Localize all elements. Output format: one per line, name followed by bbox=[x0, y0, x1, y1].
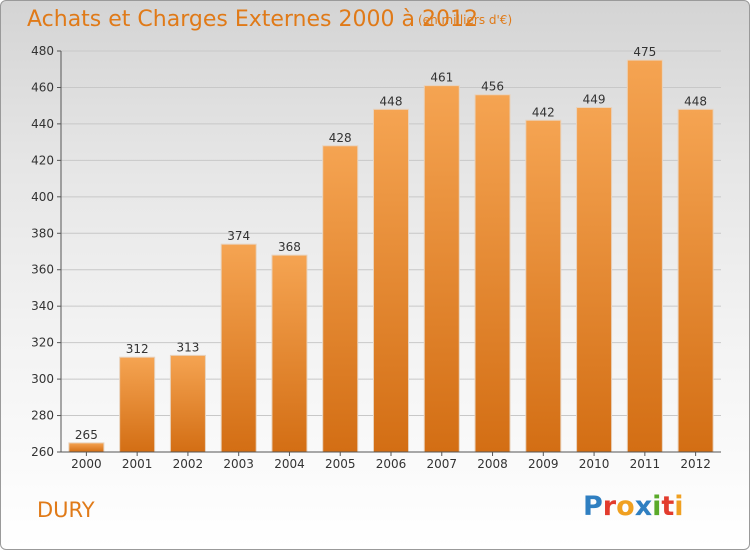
bar-value-label: 449 bbox=[583, 93, 606, 107]
x-tick-label: 2004 bbox=[274, 457, 305, 471]
y-tick-label: 340 bbox=[31, 299, 54, 313]
logo-letter: x bbox=[634, 491, 653, 522]
x-tick-label: 2009 bbox=[528, 457, 559, 471]
bar-value-label: 448 bbox=[684, 94, 707, 108]
chart-subtitle: (en milliers d'€) bbox=[418, 13, 513, 27]
bar bbox=[626, 59, 663, 453]
bar-value-label: 265 bbox=[75, 428, 98, 442]
x-tick-label: 2006 bbox=[376, 457, 407, 471]
x-tick-label: 2003 bbox=[223, 457, 254, 471]
logo-letter: r bbox=[602, 491, 617, 522]
y-tick-label: 480 bbox=[31, 44, 54, 58]
bar bbox=[474, 94, 511, 453]
y-tick-label: 300 bbox=[31, 372, 54, 386]
x-tick-label: 2002 bbox=[173, 457, 204, 471]
bar bbox=[169, 354, 206, 453]
bar bbox=[677, 108, 714, 453]
bar-value-label: 368 bbox=[278, 240, 301, 254]
y-tick-label: 320 bbox=[31, 336, 54, 350]
x-tick-label: 2011 bbox=[630, 457, 661, 471]
logo-letter: t bbox=[661, 491, 675, 522]
bar-value-label: 312 bbox=[126, 342, 149, 356]
y-tick-label: 460 bbox=[31, 80, 54, 94]
x-tick-label: 2000 bbox=[71, 457, 102, 471]
bar bbox=[271, 254, 308, 453]
bar bbox=[525, 119, 562, 453]
x-tick-label: 2008 bbox=[477, 457, 508, 471]
bar bbox=[220, 243, 257, 453]
bar-value-label: 374 bbox=[227, 229, 250, 243]
bar-value-label: 475 bbox=[633, 45, 656, 59]
x-tick-label: 2010 bbox=[579, 457, 610, 471]
y-tick-label: 360 bbox=[31, 263, 54, 277]
proxiti-logo: Proxiti bbox=[583, 491, 684, 522]
bar bbox=[576, 107, 613, 453]
chart-title: Achats et Charges Externes 2000 à 2012 bbox=[27, 7, 478, 32]
x-tick-label: 2012 bbox=[680, 457, 711, 471]
commune-name: DURY bbox=[37, 498, 95, 522]
bar-value-label: 428 bbox=[329, 131, 352, 145]
y-tick-label: 280 bbox=[31, 409, 54, 423]
y-tick-label: 440 bbox=[31, 117, 54, 131]
y-tick-label: 400 bbox=[31, 190, 54, 204]
bar-value-label: 442 bbox=[532, 105, 555, 119]
y-tick-label: 420 bbox=[31, 153, 54, 167]
x-tick-label: 2005 bbox=[325, 457, 356, 471]
bar-value-label: 448 bbox=[380, 94, 403, 108]
bar-value-label: 456 bbox=[481, 80, 504, 94]
x-tick-label: 2001 bbox=[122, 457, 153, 471]
logo-letter: P bbox=[583, 491, 603, 522]
bar bbox=[68, 442, 105, 453]
bar-value-label: 313 bbox=[176, 340, 199, 354]
logo-letter: i bbox=[674, 491, 684, 522]
y-tick-label: 260 bbox=[31, 445, 54, 459]
bar bbox=[322, 145, 359, 453]
bar bbox=[423, 85, 460, 453]
bar bbox=[119, 356, 156, 453]
logo-letter: i bbox=[652, 491, 662, 522]
y-tick-label: 380 bbox=[31, 226, 54, 240]
x-tick-label: 2007 bbox=[426, 457, 457, 471]
bar-value-label: 461 bbox=[430, 71, 453, 85]
bar bbox=[373, 108, 409, 453]
logo-letter: o bbox=[616, 491, 635, 522]
